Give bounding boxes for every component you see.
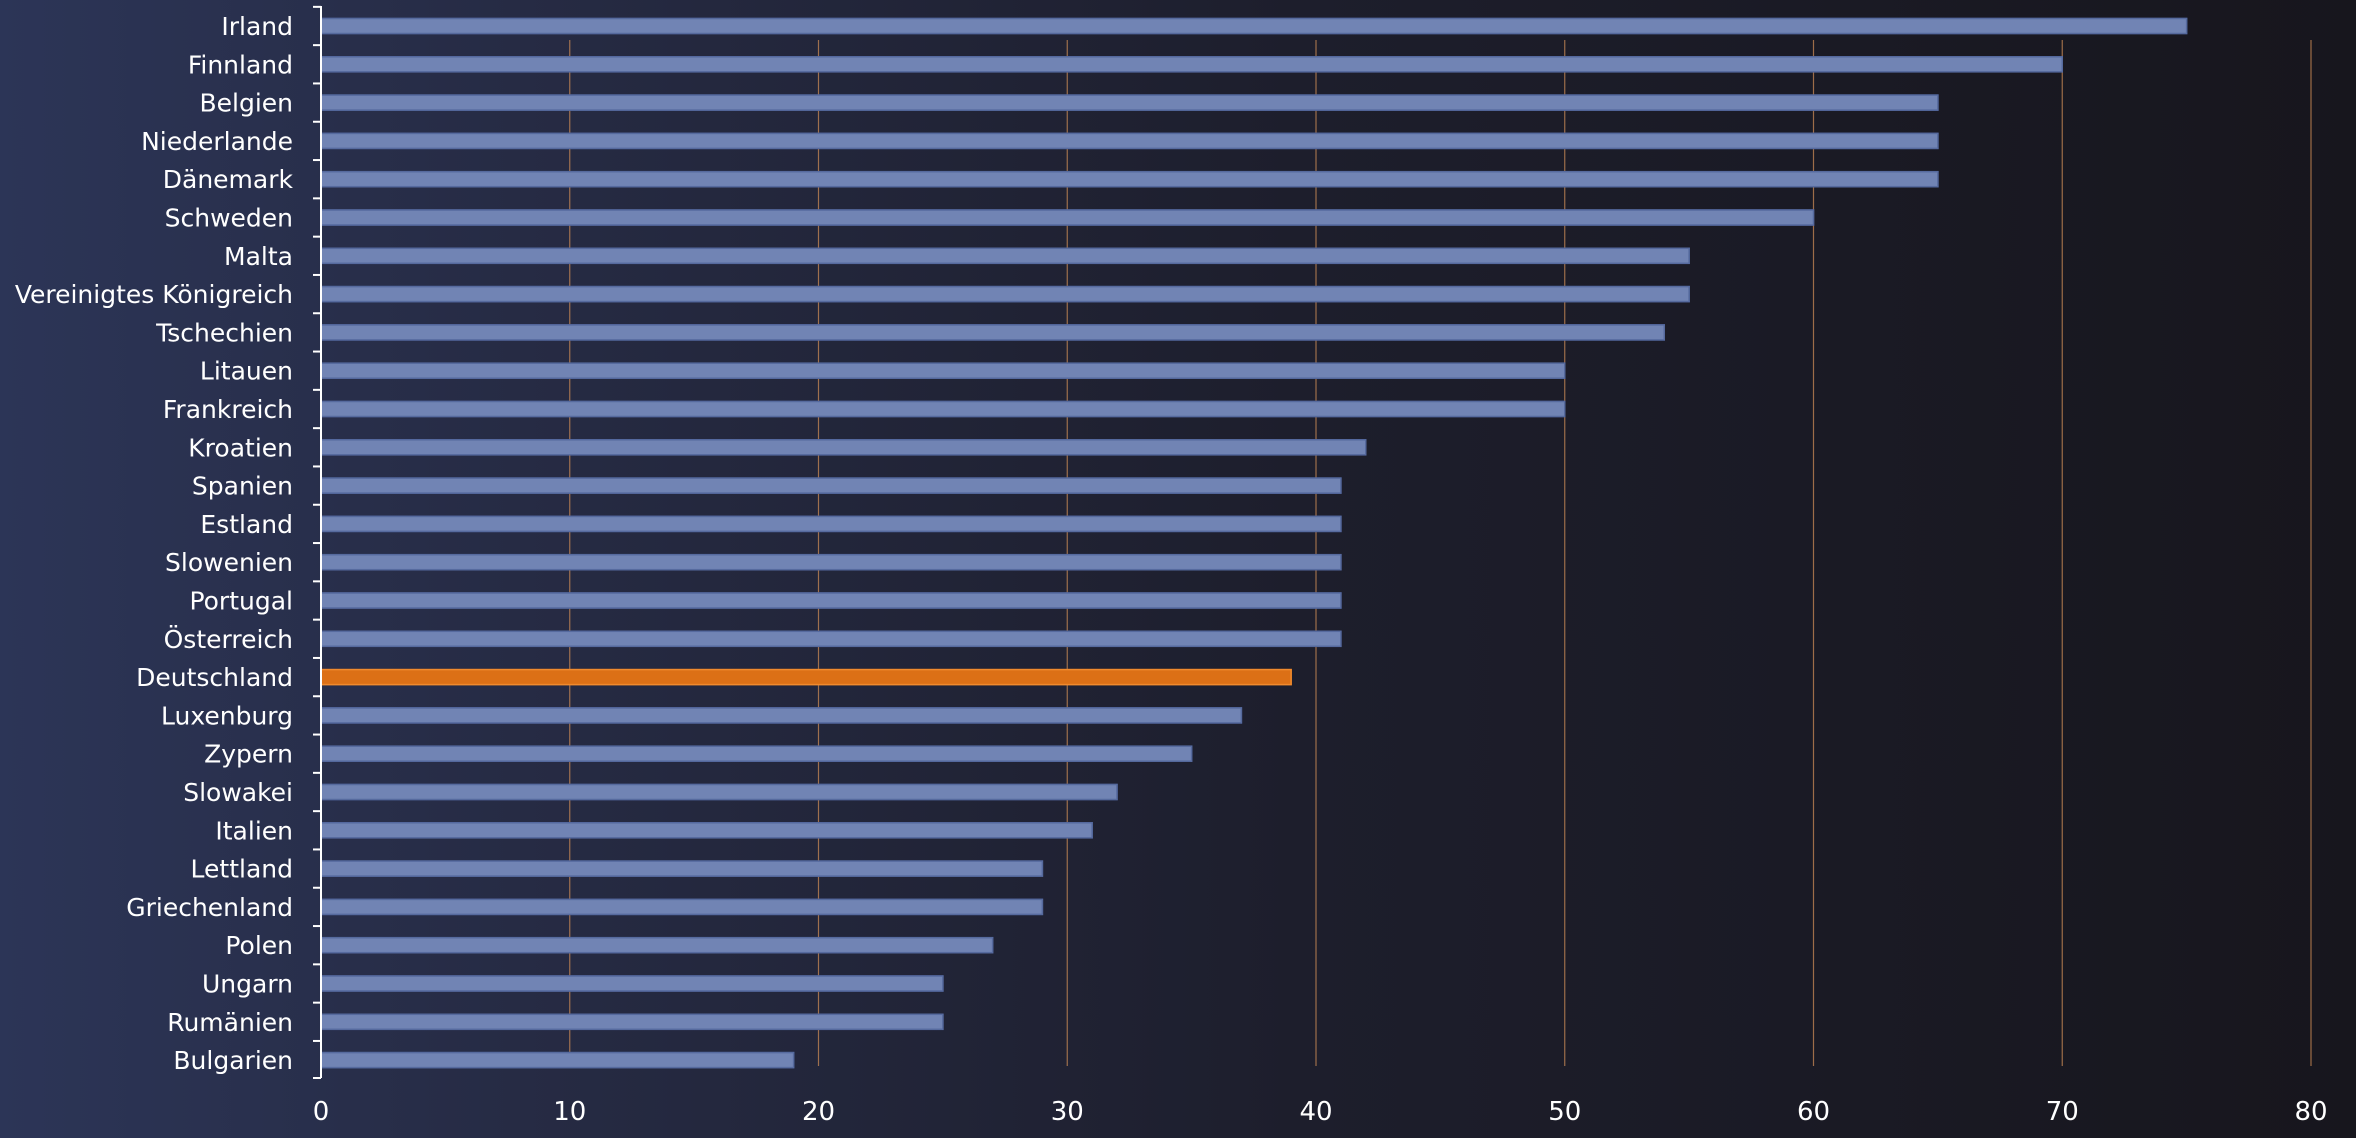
category-label: Dänemark [163, 165, 294, 194]
category-label: Finnland [188, 50, 293, 79]
category-label: Griechenland [126, 893, 293, 922]
category-labels: Irland Finnland Belgien Niederlande Dänemark… [15, 12, 294, 1075]
category-label: Luxenburg [161, 701, 293, 730]
category-label: Niederlande [141, 127, 293, 156]
category-label: Litauen [200, 357, 293, 386]
category-label: Irland [221, 12, 293, 41]
x-tick-label: 80 [2294, 1097, 2327, 1127]
bar-malta [320, 247, 1690, 265]
bar-österreich [320, 630, 1342, 648]
bar-kroatien [320, 439, 1367, 456]
bar-slowenien [320, 553, 1342, 571]
bar-slowakei [320, 783, 1118, 801]
category-label: Portugal [189, 587, 293, 616]
bar-niederlande [320, 132, 1939, 150]
category-label: Lettland [191, 855, 293, 884]
category-label: Slowenien [165, 548, 293, 577]
category-label: Slowakei [183, 778, 293, 807]
bar-griechenland [320, 898, 1044, 916]
bar-tschechien [320, 324, 1665, 341]
bar-rumänien [320, 1013, 944, 1031]
x-tick-label: 40 [1299, 1097, 1332, 1127]
x-tick-label: 0 [313, 1097, 330, 1127]
x-tick-label: 10 [553, 1097, 586, 1127]
category-label: Italien [215, 816, 293, 845]
x-tick-label: 60 [1797, 1097, 1830, 1127]
category-label: Ungarn [202, 970, 293, 999]
category-label: Zypern [204, 740, 293, 769]
bar-ungarn [320, 975, 944, 992]
category-label: Belgien [199, 89, 293, 118]
x-tick-label: 70 [2046, 1097, 2079, 1127]
bar-spanien [320, 477, 1342, 494]
bar-lettland [320, 860, 1044, 877]
bar-italien [320, 822, 1093, 839]
x-tick-labels: 0 10 20 30 40 50 60 70 80 [313, 1097, 2328, 1127]
category-label: Deutschland [136, 663, 293, 692]
bar-bulgarien [320, 1051, 795, 1069]
category-label: Schweden [165, 204, 293, 233]
category-label: Österreich [164, 625, 293, 654]
x-tick-label: 30 [1051, 1097, 1084, 1127]
bar-portugal [320, 592, 1342, 609]
category-label: Estland [200, 510, 293, 539]
bar-irland [320, 17, 2188, 35]
bar-luxenburg [320, 707, 1243, 724]
x-tick-label: 50 [1548, 1097, 1581, 1127]
x-tick-label: 20 [802, 1097, 835, 1127]
bar-polen [320, 936, 994, 954]
bar-frankreich [320, 400, 1566, 418]
category-label: Kroatien [188, 433, 293, 462]
category-label: Tschechien [155, 318, 293, 347]
bar-vereinigtes-königreich [320, 285, 1690, 303]
bars [320, 17, 2188, 1069]
bar-schweden [320, 209, 1815, 226]
bar-finnland [320, 56, 2063, 73]
bar-belgien [320, 94, 1939, 111]
category-label: Frankreich [163, 395, 293, 424]
category-label: Polen [225, 931, 293, 960]
bar-estland [320, 515, 1342, 533]
bar-zypern [320, 745, 1193, 762]
bar-dänemark [320, 170, 1939, 188]
category-label: Rumänien [167, 1008, 293, 1037]
bar-litauen [320, 362, 1566, 379]
category-label: Bulgarien [173, 1046, 293, 1075]
category-label: Spanien [192, 472, 293, 501]
category-label: Malta [224, 242, 293, 271]
y-axis [313, 5, 322, 1079]
category-label: Vereinigtes Königreich [15, 280, 293, 309]
bar-deutschland [320, 668, 1292, 686]
